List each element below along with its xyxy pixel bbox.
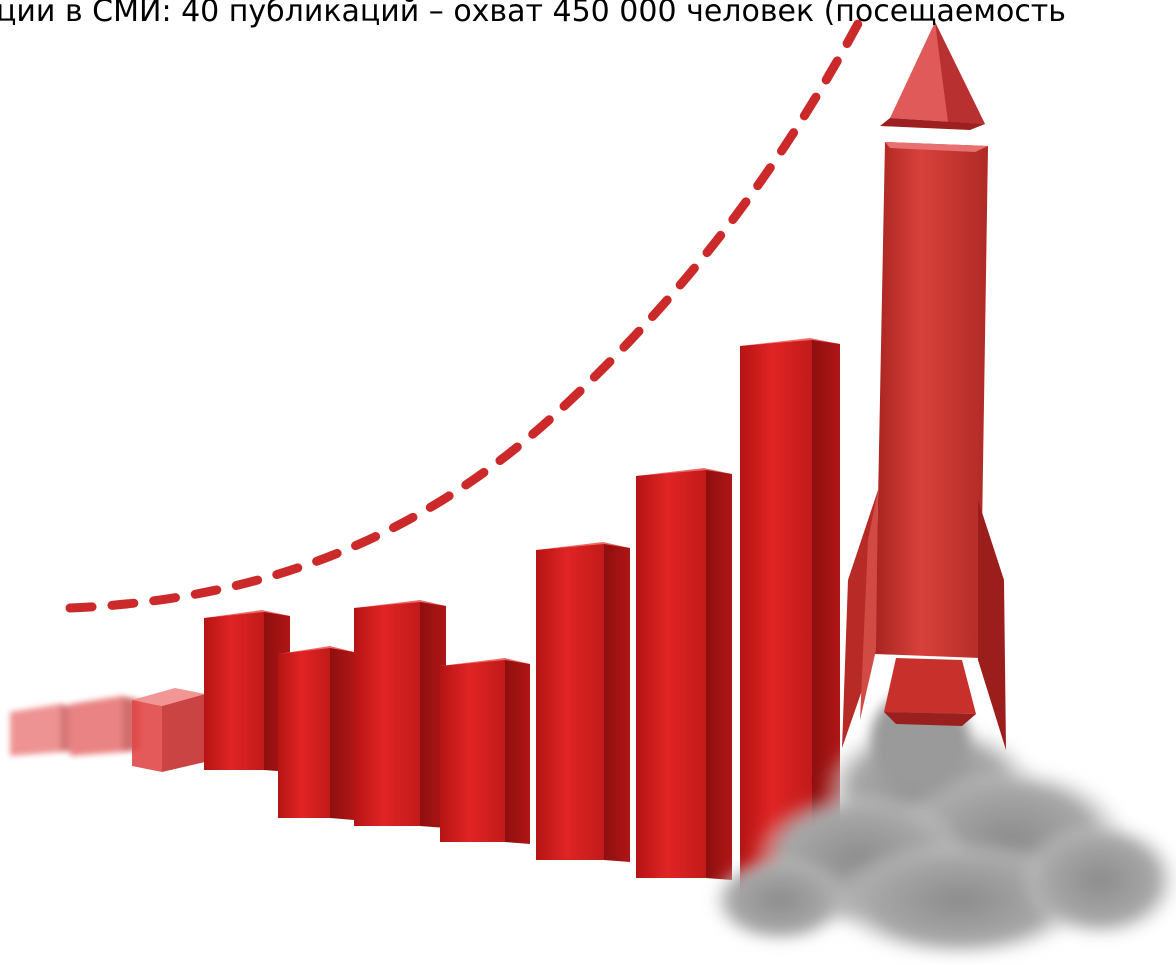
rocket [842,22,1006,750]
smoke-cloud [710,690,1176,960]
bar-9 [636,468,732,880]
bar-3 [132,688,205,772]
bar-6 [354,600,446,828]
rocket-fin-right [978,500,1006,750]
growth-curve-dashed-line [65,15,865,613]
caption-text: ции в СМИ: 40 публикаций – охват 450 000… [0,0,1176,44]
rocket-nozzle [884,658,976,714]
bar-7 [440,658,530,844]
rocket-body [875,142,988,658]
faded-bars [10,696,140,756]
bar-5 [278,646,354,820]
bar-4 [204,610,290,772]
bar-8 [536,542,630,862]
caption-label: ции в СМИ: 40 публикаций – охват 450 000… [0,0,1066,29]
